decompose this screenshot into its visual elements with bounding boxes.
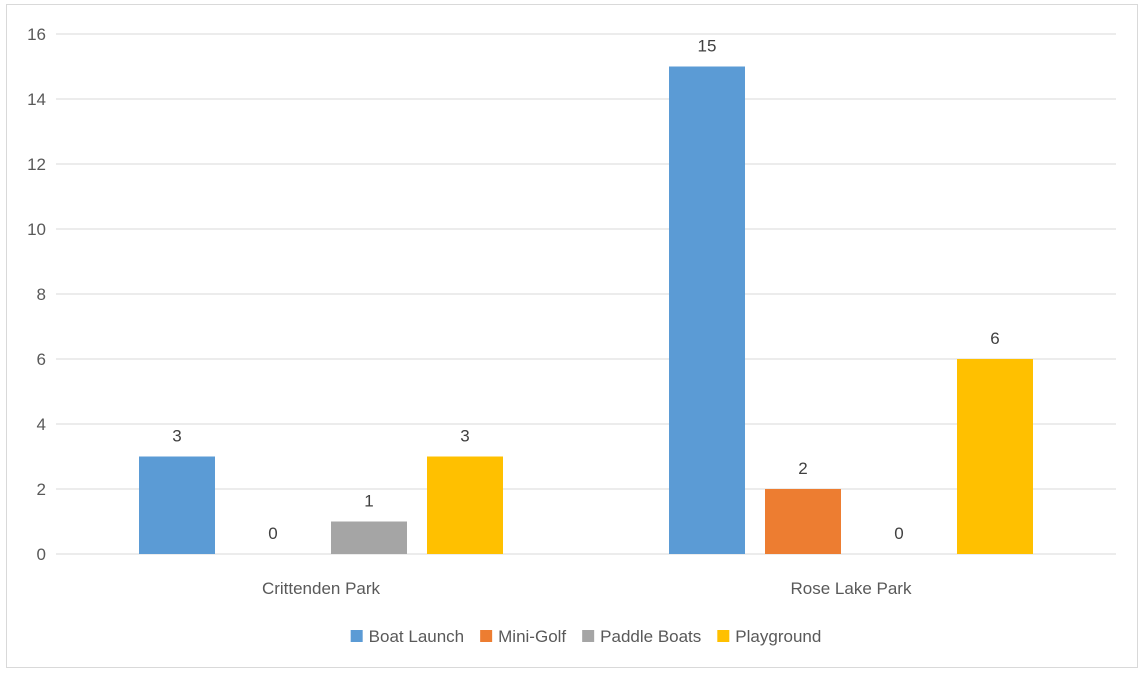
data-label: 6 xyxy=(990,329,999,348)
y-tick-label: 6 xyxy=(37,350,46,369)
chart-frame xyxy=(6,4,1138,668)
y-tick-label: 16 xyxy=(27,25,46,44)
data-label: 3 xyxy=(460,427,469,446)
legend: Boat Launch Mini-Golf Paddle Boats Playgrou… xyxy=(350,627,821,646)
legend-swatch xyxy=(480,630,493,642)
legend-label: Boat Launch xyxy=(369,627,464,646)
legend-label: Playground xyxy=(735,627,821,646)
legend-swatch xyxy=(582,630,595,642)
y-tick-label: 2 xyxy=(37,480,46,499)
bar-boat-launch xyxy=(669,66,745,554)
y-tick-label: 8 xyxy=(37,285,46,304)
legend-label: Mini-Golf xyxy=(498,627,566,646)
bar-paddle-boats xyxy=(331,521,407,554)
legend-item-playground: Playground xyxy=(717,627,821,646)
data-label: 1 xyxy=(364,492,373,511)
bars xyxy=(139,66,1033,554)
x-category-label: Rose Lake Park xyxy=(791,579,912,598)
data-label: 0 xyxy=(268,524,277,543)
legend-item-boat-launch: Boat Launch xyxy=(350,627,464,646)
bar-playground xyxy=(427,456,503,554)
data-label: 3 xyxy=(172,427,181,446)
y-tick-label: 0 xyxy=(37,545,46,564)
gridlines xyxy=(56,33,1116,555)
bar-mini-golf xyxy=(765,489,841,554)
data-label: 15 xyxy=(698,37,717,56)
data-label: 0 xyxy=(894,524,903,543)
y-tick-label: 4 xyxy=(37,415,46,434)
y-tick-label: 14 xyxy=(27,90,46,109)
data-labels: 3 0 1 3 15 2 0 6 xyxy=(172,37,999,544)
y-tick-label: 10 xyxy=(27,220,46,239)
legend-item-paddle-boats: Paddle Boats xyxy=(582,627,701,646)
x-category-label: Crittenden Park xyxy=(262,579,381,598)
y-tick-label: 12 xyxy=(27,155,46,174)
bar-playground xyxy=(957,359,1033,554)
y-axis-ticks: 0 2 4 6 8 10 12 14 16 xyxy=(27,25,46,564)
legend-swatch xyxy=(717,630,730,642)
legend-item-mini-golf: Mini-Golf xyxy=(480,627,566,646)
legend-label: Paddle Boats xyxy=(600,627,701,646)
data-label: 2 xyxy=(798,459,807,478)
bar-boat-launch xyxy=(139,456,215,554)
legend-swatch xyxy=(350,630,363,642)
x-axis: Crittenden Park Rose Lake Park xyxy=(262,579,912,598)
